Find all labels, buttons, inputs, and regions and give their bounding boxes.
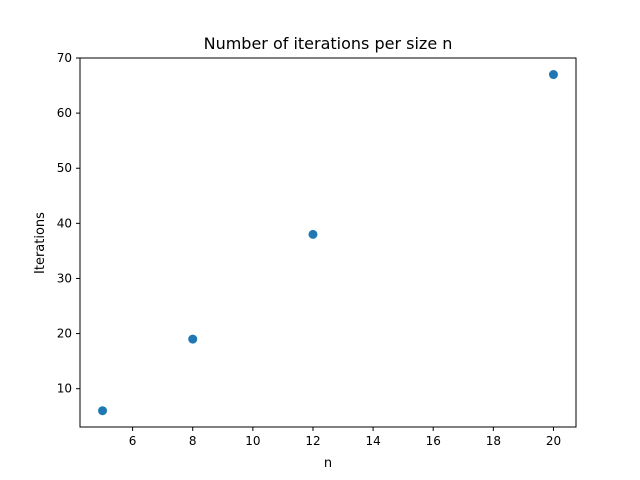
plot-area: 6 8 10 12 14 16 18 20 10 20 30 40 50 60 70 bbox=[57, 51, 577, 448]
data-point bbox=[308, 229, 318, 239]
x-tick-label: 6 bbox=[129, 434, 137, 448]
data-point bbox=[548, 70, 558, 80]
y-tick-label: 10 bbox=[57, 382, 72, 396]
y-tick-label: 30 bbox=[57, 271, 72, 285]
chart-title: Number of iterations per size n bbox=[204, 34, 453, 53]
data-point bbox=[98, 406, 108, 416]
y-tick-label: 40 bbox=[57, 216, 72, 230]
x-tick-label: 18 bbox=[486, 434, 501, 448]
y-tick-label: 70 bbox=[57, 51, 72, 65]
data-point bbox=[188, 334, 198, 344]
y-axis-label: Iterations bbox=[33, 212, 48, 274]
y-tick-label: 20 bbox=[57, 327, 72, 341]
y-tick-label: 50 bbox=[57, 161, 72, 175]
x-tick-label: 8 bbox=[189, 434, 197, 448]
x-tick-label: 14 bbox=[365, 434, 380, 448]
y-tick-label: 60 bbox=[57, 106, 72, 120]
x-tick-label: 16 bbox=[426, 434, 441, 448]
x-tick-label: 10 bbox=[245, 434, 260, 448]
x-axis-label: n bbox=[324, 456, 332, 471]
axes-frame bbox=[79, 57, 577, 428]
x-tick-label: 20 bbox=[546, 434, 561, 448]
x-tick-label: 12 bbox=[305, 434, 320, 448]
